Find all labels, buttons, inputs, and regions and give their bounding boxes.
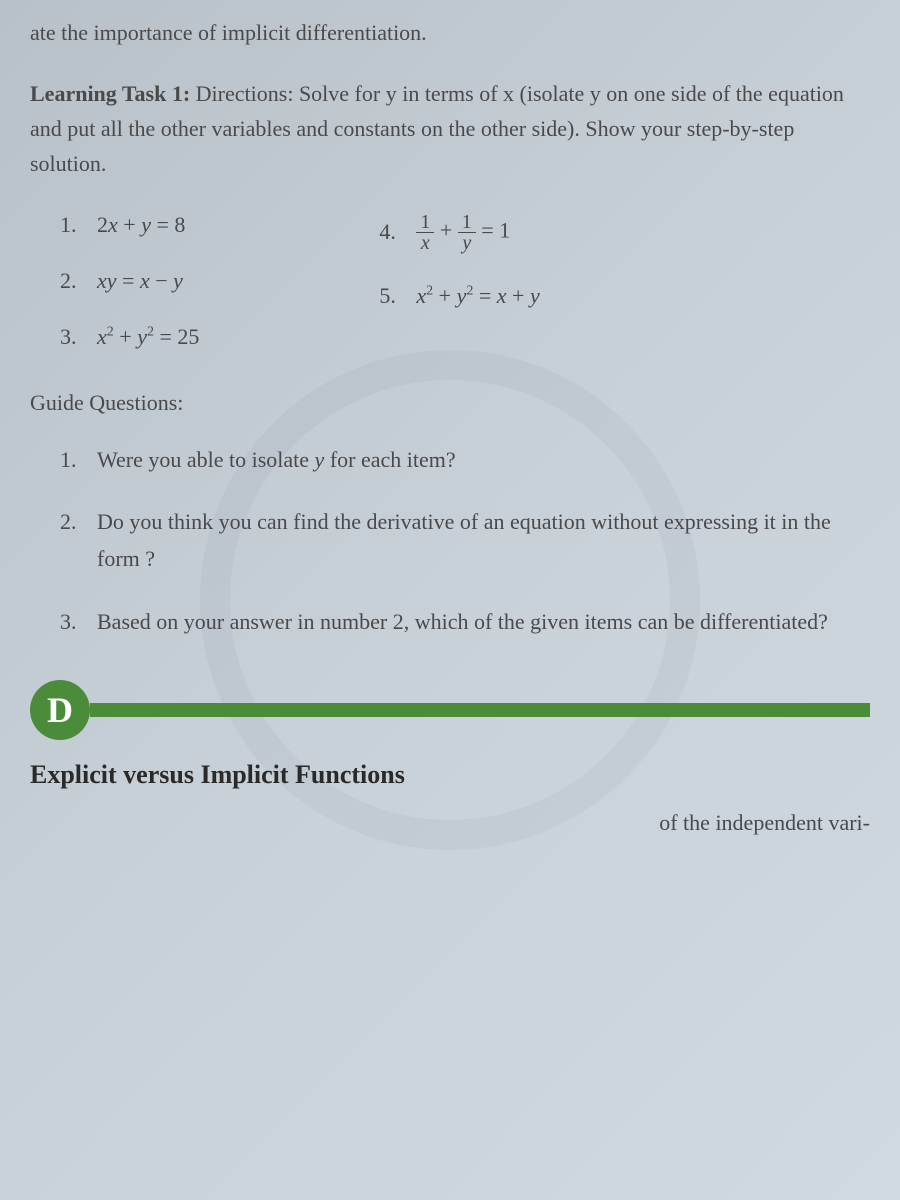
problem-5: 5. x2 + y2 = x + y <box>379 283 539 309</box>
guide-question-1: 1. Were you able to isolate y for each i… <box>60 441 870 478</box>
guide-text: Were you able to isolate y for each item… <box>97 441 456 478</box>
problem-expression: 1x + 1y = 1 <box>416 212 510 253</box>
problems-left-column: 1. 2x + y = 8 2. xy = x − y 3. x2 + y2 =… <box>60 212 199 350</box>
problem-number: 5. <box>379 283 404 309</box>
guide-question-3: 3. Based on your answer in number 2, whi… <box>60 603 870 640</box>
directions-label: Directions: <box>196 81 294 106</box>
problem-number: 2. <box>60 268 85 294</box>
problem-number: 4. <box>379 219 404 245</box>
problem-1: 1. 2x + y = 8 <box>60 212 199 238</box>
guide-text: Do you think you can find the derivative… <box>97 503 870 578</box>
problem-expression: x2 + y2 = x + y <box>416 283 539 309</box>
problems-right-column: 4. 1x + 1y = 1 5. x2 + y2 = x + y <box>379 212 539 350</box>
problems-container: 1. 2x + y = 8 2. xy = x − y 3. x2 + y2 =… <box>60 212 870 350</box>
section-letter-badge: D <box>30 680 90 740</box>
intro-text: ate the importance of implicit different… <box>30 20 870 46</box>
guide-number: 3. <box>60 603 85 640</box>
guide-questions-list: 1. Were you able to isolate y for each i… <box>60 441 870 641</box>
problem-number: 1. <box>60 212 85 238</box>
problem-expression: x2 + y2 = 25 <box>97 324 199 350</box>
problem-4: 4. 1x + 1y = 1 <box>379 212 539 253</box>
problem-expression: xy = x − y <box>97 268 183 294</box>
problem-2: 2. xy = x − y <box>60 268 199 294</box>
guide-question-2: 2. Do you think you can find the derivat… <box>60 503 870 578</box>
guide-text: Based on your answer in number 2, which … <box>97 603 828 640</box>
guide-number: 2. <box>60 503 85 578</box>
problem-expression: 2x + y = 8 <box>97 212 185 238</box>
learning-task: Learning Task 1: Directions: Solve for y… <box>30 76 870 182</box>
section-bar <box>90 703 870 717</box>
guide-number: 1. <box>60 441 85 478</box>
section-divider: D <box>30 680 870 740</box>
section-title: Explicit versus Implicit Functions <box>30 760 870 790</box>
problem-3: 3. x2 + y2 = 25 <box>60 324 199 350</box>
problem-number: 3. <box>60 324 85 350</box>
task-label: Learning Task 1: <box>30 81 190 106</box>
guide-questions-title: Guide Questions: <box>30 390 870 416</box>
partial-bottom-text: of the independent vari- <box>30 810 870 836</box>
